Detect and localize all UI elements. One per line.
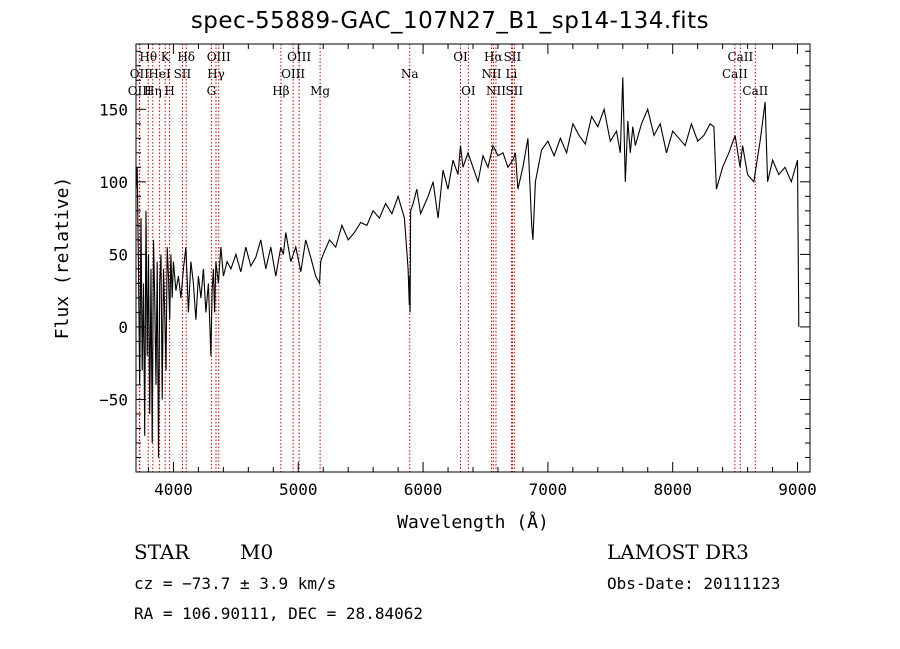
y-axis-ticks: −50 0 50 100 150 — [99, 50, 810, 458]
x-tick-label: 9000 — [778, 480, 817, 499]
line-id-label: OI — [461, 84, 476, 98]
line-id-label: Na — [401, 67, 419, 81]
line-id-label: CaII — [742, 84, 768, 98]
obs-date-text: Obs-Date: 20111123 — [607, 574, 781, 593]
line-id-label: SII — [505, 84, 523, 98]
coordinates-text: RA = 106.90111, DEC = 28.84062 — [134, 604, 423, 623]
object-subclass: M0 — [240, 540, 274, 564]
line-id-markers — [138, 44, 756, 472]
x-tick-label: 8000 — [653, 480, 692, 499]
line-id-label: Mg — [310, 84, 330, 98]
line-id-label: OIII — [128, 84, 152, 98]
y-tick-label: −50 — [99, 390, 128, 409]
line-id-label: OIII — [287, 50, 311, 64]
x-tick-label: 5000 — [279, 480, 318, 499]
x-tick-label: 7000 — [529, 480, 568, 499]
flux-series-line — [135, 77, 800, 458]
line-id-label: OII — [130, 67, 150, 81]
x-tick-label: 4000 — [154, 480, 193, 499]
line-id-label: H — [164, 84, 174, 98]
line-id-label: SII — [504, 50, 522, 64]
line-id-label: SII — [174, 67, 192, 81]
y-axis-label: Flux (relative) — [52, 177, 73, 340]
object-class: STAR — [134, 540, 190, 564]
line-id-label: Hδ — [177, 50, 195, 64]
line-id-label: G — [207, 84, 217, 98]
line-id-label: Hγ — [207, 67, 225, 81]
y-tick-label: 0 — [118, 318, 128, 337]
line-id-label: Hη — [144, 84, 162, 98]
chart-title: spec-55889-GAC_107N27_B1_sp14-134.fits — [190, 8, 710, 34]
x-axis-ticks: 4000 5000 6000 7000 8000 9000 — [147, 44, 817, 499]
line-id-label: K — [161, 50, 171, 64]
line-id-label: OIII — [281, 67, 305, 81]
y-tick-label: 100 — [99, 173, 128, 192]
line-id-label: NII — [486, 84, 506, 98]
y-tick-label: 150 — [99, 100, 128, 119]
redshift-text: cz = −73.7 ± 3.9 km/s — [134, 574, 337, 593]
x-tick-label: 6000 — [404, 480, 443, 499]
line-id-label: OI — [453, 50, 468, 64]
y-tick-label: 50 — [109, 245, 128, 264]
line-id-label: HeI — [148, 67, 171, 81]
line-id-label: CaII — [727, 50, 753, 64]
line-id-label: NII — [481, 67, 501, 81]
line-id-label: CaII — [722, 67, 748, 81]
survey-name: LAMOST DR3 — [607, 540, 749, 564]
line-id-label: Hβ — [272, 84, 289, 98]
line-id-label: OIII — [207, 50, 231, 64]
x-axis-label: Wavelength (Å) — [397, 511, 549, 533]
line-id-label: Hθ — [139, 50, 157, 64]
line-id-label: Li — [506, 67, 518, 81]
line-id-label: Hα — [484, 50, 503, 64]
